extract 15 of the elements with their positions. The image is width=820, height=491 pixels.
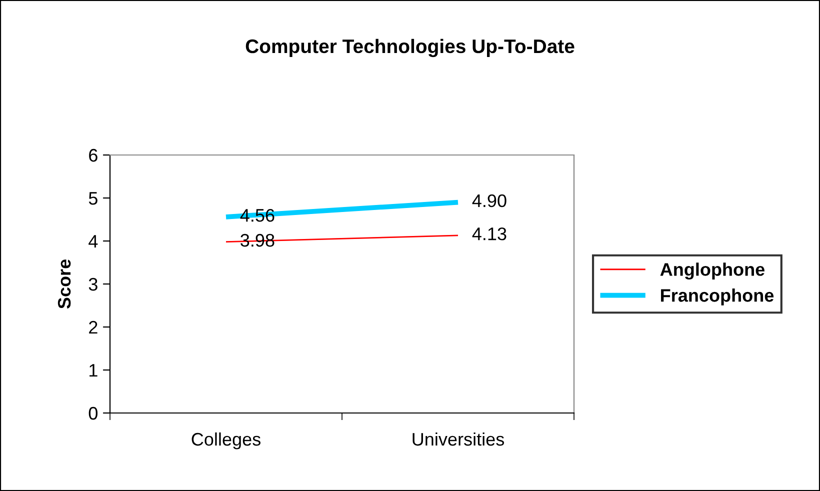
y-tick-label: 4 (88, 235, 98, 248)
y-tick-label: 1 (90, 364, 98, 377)
chart-title: Computer Technologies Up-To-Date (246, 38, 574, 58)
x-tick-label: Colleges (192, 432, 260, 450)
y-tick-label: 5 (88, 192, 98, 205)
data-label: 4.90 (472, 194, 506, 208)
y-tick-label: 6 (89, 148, 98, 162)
legend-label: Francophone (661, 288, 774, 306)
data-label: 4.13 (472, 227, 506, 240)
legend-label: Anglophone (660, 262, 765, 280)
y-tick-label: 2 (89, 320, 98, 334)
y-tick-label: 3 (88, 278, 98, 291)
x-tick-label: Universities (412, 432, 504, 446)
y-axis-title: Score (58, 260, 71, 309)
y-tick-label: 0 (88, 406, 98, 420)
